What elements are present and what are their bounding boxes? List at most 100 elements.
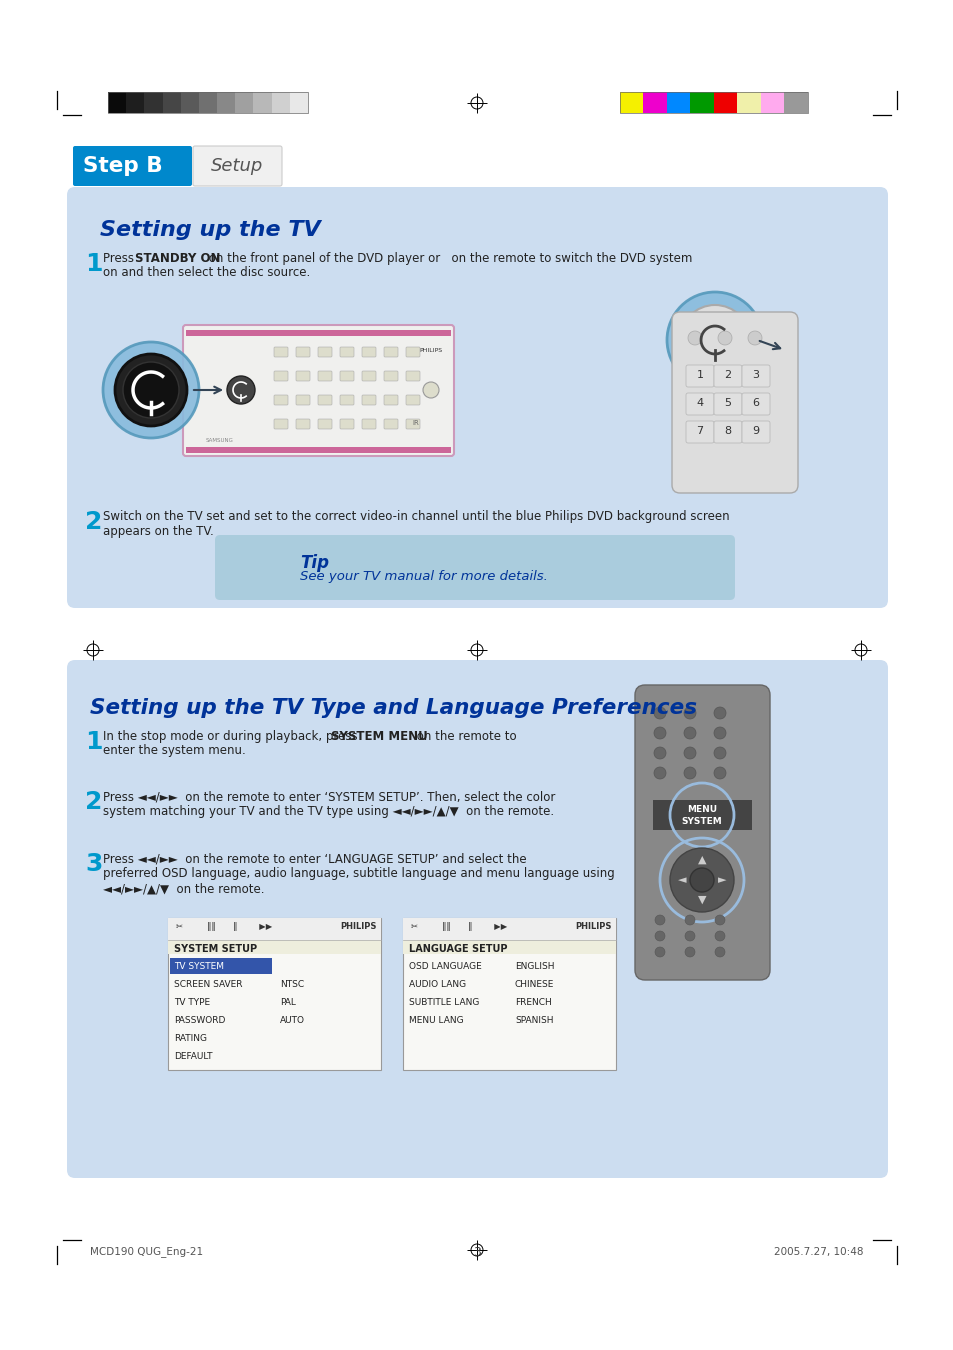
Circle shape [654,707,665,720]
Text: 3: 3 [752,370,759,379]
Text: FRENCH: FRENCH [515,998,551,1007]
Bar [108,92,308,113]
Circle shape [683,707,696,720]
Bar [186,447,451,454]
FancyBboxPatch shape [635,684,769,980]
Text: In the stop mode or during playback, press: In the stop mode or during playback, pre… [103,730,361,742]
Bar [643,92,666,113]
Text: Step B: Step B [83,157,162,176]
Circle shape [227,377,254,404]
Text: 2: 2 [85,790,102,814]
Text: PHILIPS: PHILIPS [340,922,376,931]
Circle shape [115,354,187,427]
Bar [690,92,713,113]
Text: TV TYPE: TV TYPE [173,998,210,1007]
Text: PASSWORD: PASSWORD [173,1017,225,1025]
Text: SUBTITLE LANG: SUBTITLE LANG [409,998,478,1007]
FancyBboxPatch shape [406,371,419,381]
Bar [162,92,180,113]
Text: on the remote to: on the remote to [413,730,517,742]
Bar [253,92,272,113]
Text: ▶▶: ▶▶ [253,922,272,931]
Text: 2: 2 [85,510,102,535]
Bar [666,92,690,113]
Text: 8: 8 [723,427,731,436]
Text: ✂: ✂ [411,922,417,931]
Text: MENU: MENU [686,806,717,814]
Text: DEFAULT: DEFAULT [173,1052,213,1061]
Bar [168,940,380,954]
Text: MCD190 QUG_Eng-21: MCD190 QUG_Eng-21 [90,1246,203,1257]
Bar [760,92,783,113]
Bar [168,918,380,1071]
FancyBboxPatch shape [741,364,769,387]
Text: STANDBY ON: STANDBY ON [135,252,220,265]
Text: PHILIPS: PHILIPS [575,922,612,931]
Text: NTSC: NTSC [280,980,304,990]
Text: ▼: ▼ [697,895,705,905]
Text: 2005.7.27, 10:48: 2005.7.27, 10:48 [774,1247,863,1257]
Text: AUDIO LANG: AUDIO LANG [409,980,466,990]
Circle shape [683,728,696,738]
FancyBboxPatch shape [713,364,741,387]
Bar [126,92,144,113]
Bar [619,92,643,113]
Text: 3: 3 [85,852,102,876]
FancyBboxPatch shape [274,371,288,381]
Text: RATING: RATING [173,1034,207,1044]
Text: 4: 4 [696,398,702,408]
Bar [737,92,760,113]
Text: on the front panel of the DVD player or   on the remote to switch the DVD system: on the front panel of the DVD player or … [205,252,692,265]
Circle shape [713,707,725,720]
FancyBboxPatch shape [214,535,734,599]
Text: 3: 3 [473,1246,480,1258]
Text: Tip: Tip [299,554,329,572]
Circle shape [688,315,740,366]
Bar [168,918,380,940]
FancyBboxPatch shape [73,146,192,186]
FancyBboxPatch shape [741,421,769,443]
Text: ‖‖: ‖‖ [202,922,215,931]
FancyBboxPatch shape [274,396,288,405]
Text: 1: 1 [85,252,102,275]
FancyBboxPatch shape [361,371,375,381]
Text: 9: 9 [752,427,759,436]
Text: 1: 1 [696,370,702,379]
Circle shape [669,848,733,913]
FancyBboxPatch shape [406,396,419,405]
Circle shape [713,747,725,759]
Text: SCREEN SAVER: SCREEN SAVER [173,980,242,990]
FancyBboxPatch shape [295,347,310,356]
Circle shape [714,915,724,925]
FancyBboxPatch shape [317,418,332,429]
Circle shape [654,728,665,738]
Text: TV SYSTEM: TV SYSTEM [173,963,224,971]
Circle shape [103,342,199,437]
Text: Setting up the TV Type and Language Preferences: Setting up the TV Type and Language Pref… [90,698,697,718]
Bar [290,92,308,113]
FancyBboxPatch shape [685,393,713,414]
FancyBboxPatch shape [361,396,375,405]
FancyBboxPatch shape [361,418,375,429]
Circle shape [718,331,731,346]
Text: LANGUAGE SETUP: LANGUAGE SETUP [409,944,507,954]
FancyBboxPatch shape [339,371,354,381]
FancyBboxPatch shape [67,188,887,608]
FancyBboxPatch shape [183,325,454,456]
Circle shape [714,946,724,957]
FancyBboxPatch shape [295,396,310,405]
Text: OSD LANGUAGE: OSD LANGUAGE [409,963,481,971]
FancyBboxPatch shape [406,418,419,429]
Circle shape [713,767,725,779]
Text: ▲: ▲ [697,855,705,865]
Text: See your TV manual for more details.: See your TV manual for more details. [299,570,547,583]
FancyBboxPatch shape [193,146,282,186]
FancyBboxPatch shape [713,393,741,414]
Text: Switch on the TV set and set to the correct video-in channel until the blue Phil: Switch on the TV set and set to the corr… [103,510,729,539]
Text: ‖‖: ‖‖ [436,922,450,931]
Text: Press: Press [103,252,137,265]
FancyBboxPatch shape [274,347,288,356]
Text: AUTO: AUTO [280,1017,305,1025]
Bar [235,92,253,113]
Circle shape [683,767,696,779]
